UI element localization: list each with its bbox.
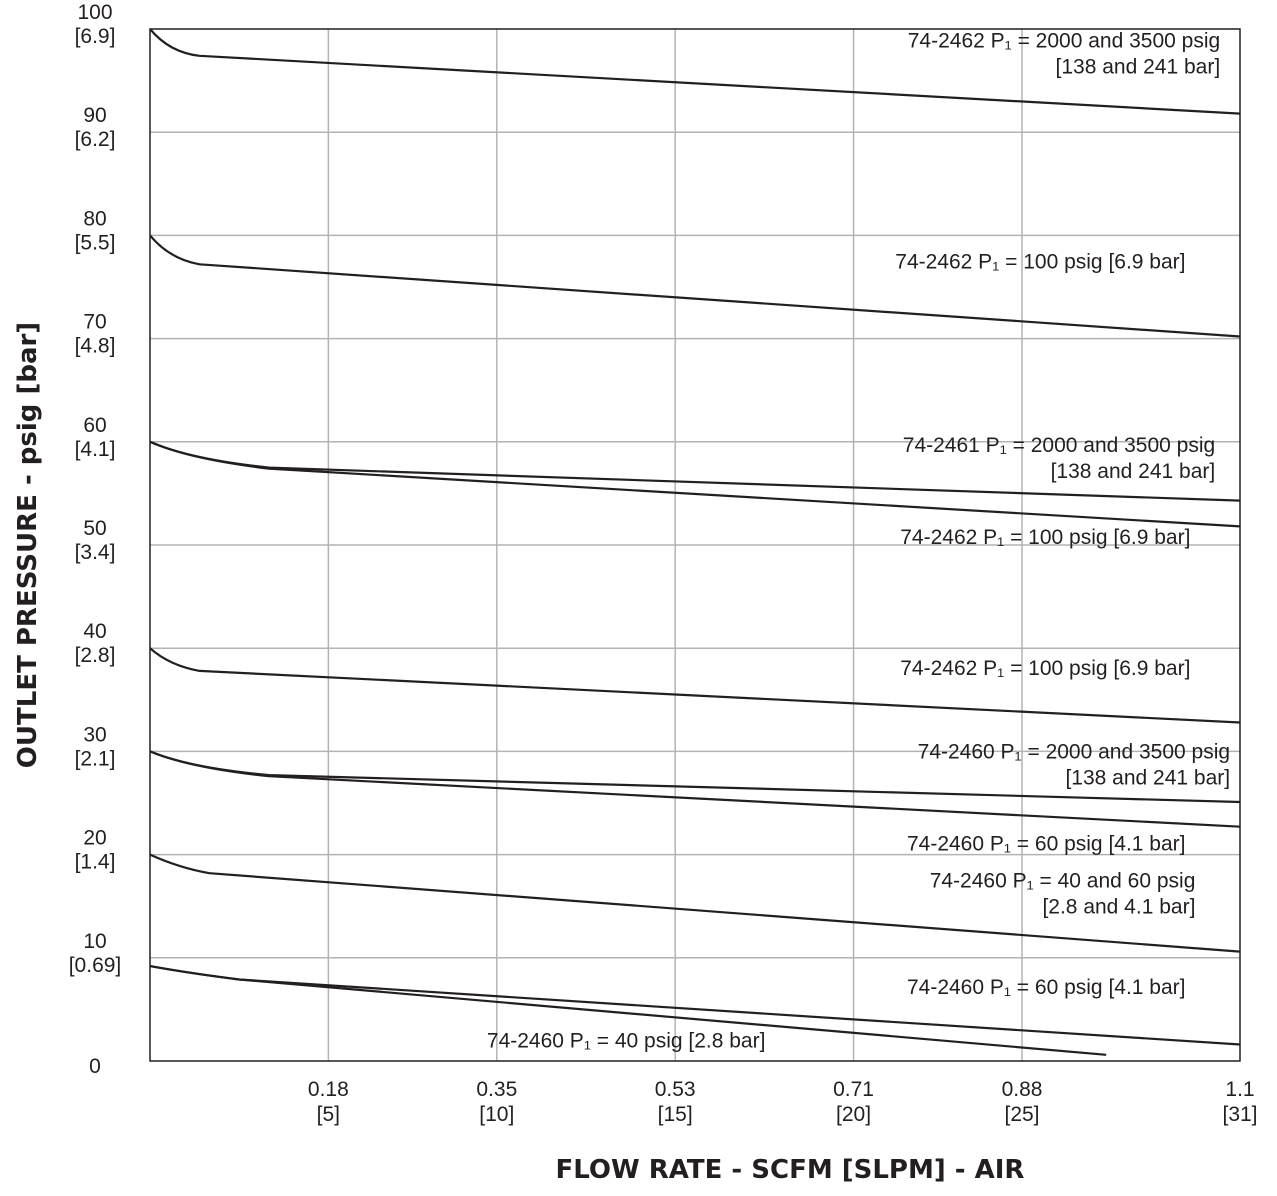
x-tick-label: 0.53 [15]	[655, 1078, 696, 1126]
curve-label: 74-2460 P₁ = 60 psig [4.1 bar]	[907, 976, 1186, 999]
series-line-1	[149, 28, 1241, 115]
curve-label: 74-2462 P₁ = 100 psig [6.9 bar]	[895, 250, 1185, 273]
x-tick-label: 0.18 [5]	[308, 1078, 349, 1126]
y-axis-title: OUTLET PRESSURE - psig [bar]	[13, 322, 43, 768]
curve-annotations: 74-2462 P₁ = 2000 and 3500 psig [138 and …	[487, 30, 1230, 1053]
curves	[149, 28, 1241, 1056]
series-line-7	[149, 750, 1241, 828]
curve-label: 74-2460 P₁ = 2000 and 3500 psig [138 and …	[918, 741, 1230, 790]
x-tick-label: 0.88 [25]	[1002, 1078, 1043, 1126]
series-line-8	[149, 853, 1241, 953]
curve-label: 74-2462 P₁ = 2000 and 3500 psig [138 and …	[908, 30, 1220, 79]
y-tick-label: 10 [0.69]	[69, 930, 122, 977]
plot-frame	[149, 28, 1241, 1062]
y-tick-label: 100 [6.9]	[75, 1, 116, 48]
y-tick-label: 60 [4.1]	[75, 414, 116, 461]
curve-label: 74-2460 P₁ = 60 psig [4.1 bar]	[907, 832, 1186, 855]
x-tick-label: 1.1 [31]	[1222, 1078, 1257, 1126]
x-axis-ticks: 0.18 [5] 0.35 [10] 0.53 [15] 0.71 [20] 0.88 [25] 1…	[308, 1078, 1258, 1126]
series-line-2	[149, 234, 1241, 338]
y-tick-label: 90 [6.2]	[75, 104, 116, 151]
curve-label: 74-2460 P₁ = 40 psig [2.8 bar]	[487, 1030, 766, 1053]
series-line-10	[149, 965, 1107, 1056]
curve-label: 74-2462 P₁ = 100 psig [6.9 bar]	[900, 526, 1190, 549]
curve-label: 74-2462 P₁ = 100 psig [6.9 bar]	[900, 657, 1190, 680]
x-axis-title: FLOW RATE - SCFM [SLPM] - AIR	[556, 1155, 1025, 1185]
y-tick-label: 50 [3.4]	[75, 517, 116, 564]
y-tick-label: 30 [2.1]	[75, 723, 116, 770]
y-tick-label: 20 [1.4]	[75, 827, 116, 874]
y-tick-label: 40 [2.8]	[75, 620, 116, 667]
x-tick-label: 0.35 [10]	[476, 1078, 517, 1126]
y-tick-label: 0	[89, 1055, 101, 1078]
grid-lines	[150, 29, 1240, 1061]
series-line-5	[149, 647, 1241, 724]
y-axis-ticks: 0 10 [0.69] 20 [1.4] 30 [2.1] 40 [2.8] 50 [3.4] 60[…	[69, 1, 122, 1078]
x-tick-label: 0.71 [20]	[833, 1078, 874, 1126]
y-tick-label: 70 [4.8]	[75, 311, 116, 358]
curve-label: 74-2461 P₁ = 2000 and 3500 psig [138 and …	[903, 434, 1215, 483]
series-line-4	[149, 440, 1241, 528]
y-tick-label: 80 [5.5]	[75, 207, 116, 254]
curve-label: 74-2460 P₁ = 40 and 60 psig [2.8 and 4.1 …	[930, 870, 1196, 919]
